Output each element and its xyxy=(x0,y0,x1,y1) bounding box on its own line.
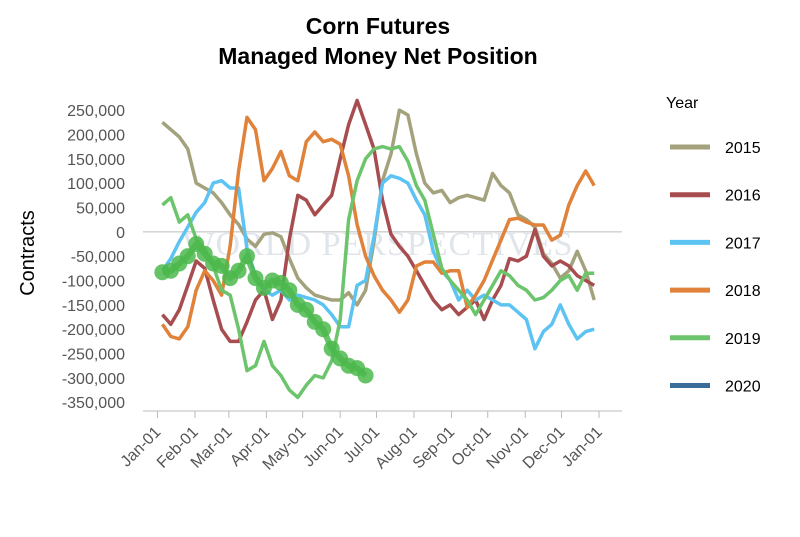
y-tick-label: -100,000 xyxy=(62,274,125,291)
series-line xyxy=(161,144,595,400)
series-marker xyxy=(281,282,298,299)
y-tick-label: 0 xyxy=(116,225,125,242)
x-tick-label: Jun-01 xyxy=(300,424,347,471)
x-tick-label: Sep-01 xyxy=(410,424,459,473)
y-tick-label: 200,000 xyxy=(67,127,125,144)
series-line xyxy=(160,174,595,351)
series-marker xyxy=(213,257,230,274)
series-line xyxy=(160,115,596,341)
legend-label: 2017 xyxy=(725,235,761,252)
legend-label: 2015 xyxy=(725,140,761,157)
chart-title: Corn Futures xyxy=(306,13,450,39)
y-tick-label: -50,000 xyxy=(71,249,125,266)
series-marker xyxy=(239,248,256,265)
legend-label: 2016 xyxy=(725,188,761,205)
series-marker xyxy=(298,301,315,318)
y-tick-label: -350,000 xyxy=(62,395,125,412)
y-tick-label: 250,000 xyxy=(67,103,125,120)
y-tick-label: 50,000 xyxy=(76,200,125,217)
chart-title: Managed Money Net Position xyxy=(218,43,537,69)
y-tick-label: -300,000 xyxy=(62,371,125,388)
series-marker xyxy=(357,367,374,384)
series-marker xyxy=(230,262,247,279)
y-axis-label: Contracts xyxy=(17,210,39,296)
y-tick-label: 150,000 xyxy=(67,152,125,169)
y-tick-label: -150,000 xyxy=(62,298,125,315)
y-tick-label: -250,000 xyxy=(62,347,125,364)
series-marker xyxy=(315,321,332,338)
legend-label: 2019 xyxy=(725,331,761,348)
series-line xyxy=(161,98,596,344)
y-tick-label: 100,000 xyxy=(67,176,125,193)
legend-label: 2018 xyxy=(725,283,761,300)
x-tick-label: Jan-01 xyxy=(559,424,606,471)
legend-label: 2020 xyxy=(725,379,761,396)
y-tick-label: -200,000 xyxy=(62,322,125,339)
series-marker xyxy=(179,248,196,265)
legend-title: Year xyxy=(666,95,699,112)
